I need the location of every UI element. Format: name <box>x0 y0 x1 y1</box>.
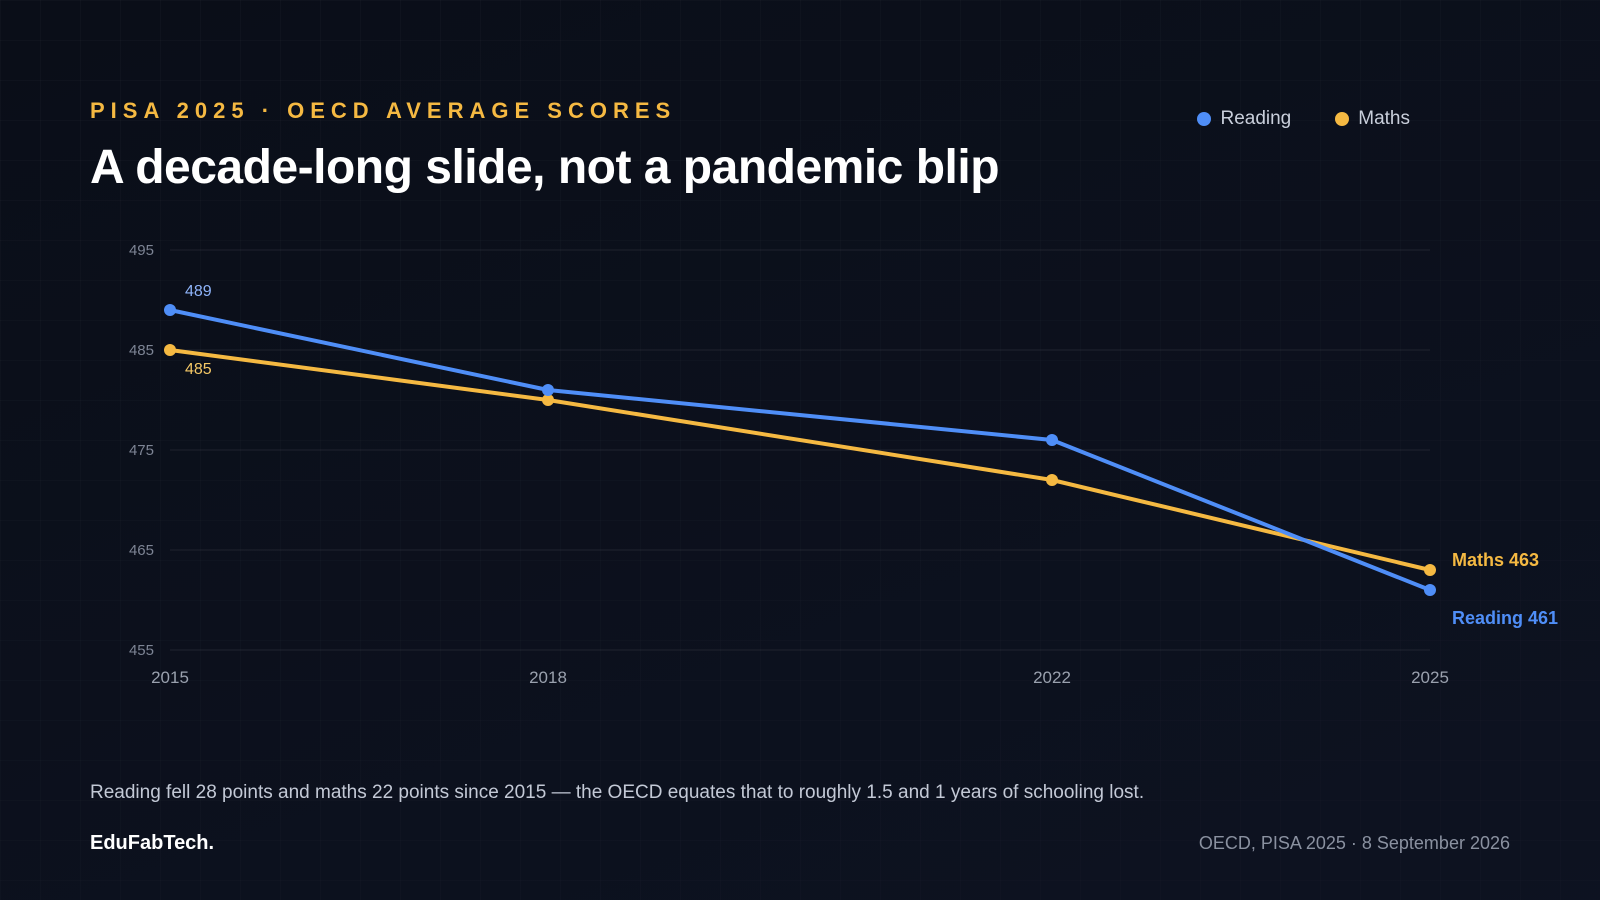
data-label-reading-end: Reading 461 <box>1452 608 1558 628</box>
source-note: OECD, PISA 2025 · 8 September 2026 <box>1198 833 1510 853</box>
y-tick-label-455: 455 <box>129 642 154 659</box>
data-point-reading-2022 <box>1046 434 1058 446</box>
data-label-maths-end: Maths 463 <box>1452 550 1539 570</box>
x-tick-label-2018: 2018 <box>529 668 567 687</box>
chart-caption: Reading fell 28 points and maths 22 poin… <box>90 782 1145 803</box>
legend-swatch-maths <box>1335 112 1350 126</box>
x-tick-label-2022: 2022 <box>1033 668 1071 687</box>
data-point-maths-2022 <box>1046 474 1058 486</box>
brand-logo: EduFabTech. <box>90 832 215 854</box>
series-line-maths <box>168 348 1432 572</box>
x-tick-label-2015: 2015 <box>151 668 189 687</box>
data-point-reading-2025 <box>1424 584 1436 596</box>
y-tick-label-465: 465 <box>129 542 154 559</box>
series-line-reading <box>168 308 1432 592</box>
data-label-reading-start: 489 <box>185 283 212 300</box>
legend-item-maths: Maths <box>1335 108 1410 130</box>
chart-eyebrow: PISA 2025 · OECD AVERAGE SCORES <box>90 98 677 123</box>
y-tick-label-485: 485 <box>129 342 154 359</box>
chart-legend: Reading Maths <box>1197 108 1410 130</box>
legend-item-reading: Reading <box>1197 108 1291 130</box>
y-tick-label-495: 495 <box>129 242 154 259</box>
data-point-maths-2025 <box>1424 564 1436 576</box>
chart-title: A decade-long slide, not a pandemic blip <box>90 141 1000 194</box>
data-label-maths-start: 485 <box>185 361 212 378</box>
data-point-maths-2018 <box>542 394 554 406</box>
data-point-reading-2015 <box>164 304 176 316</box>
legend-label-reading: Reading <box>1220 108 1292 129</box>
x-tick-label-2025: 2025 <box>1411 668 1449 687</box>
data-point-reading-2018 <box>542 384 554 396</box>
legend-label-maths: Maths <box>1358 108 1410 129</box>
data-point-maths-2015 <box>164 344 176 356</box>
legend-swatch-reading <box>1197 112 1212 126</box>
y-tick-label-475: 475 <box>129 442 154 459</box>
